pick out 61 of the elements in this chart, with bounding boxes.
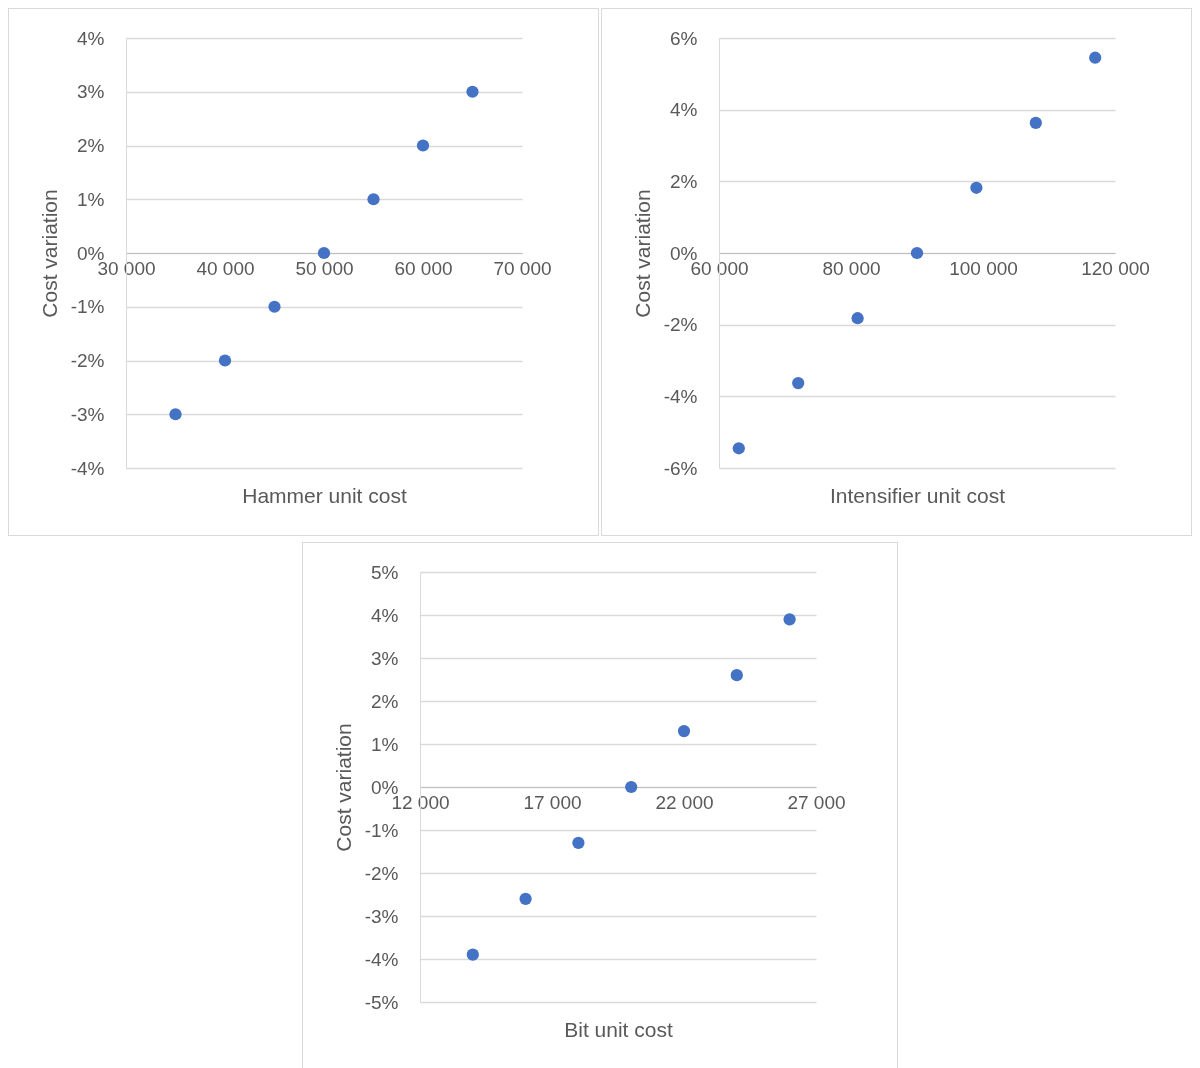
y-tick-label: -1%: [364, 819, 399, 841]
y-tick-label: 1%: [77, 188, 105, 210]
point: [910, 246, 924, 260]
y-tick-label: 2%: [371, 690, 399, 712]
y-tick-label: 3%: [77, 81, 105, 103]
y-tick-label: 4%: [670, 99, 698, 121]
y-tick-label: -3%: [70, 403, 105, 425]
x-tick-label: 50 000: [295, 257, 354, 279]
point: [218, 354, 232, 367]
y-tick-label: -2%: [70, 350, 105, 371]
point: [783, 613, 796, 626]
point: [792, 376, 805, 390]
x-tick-label: 120 000: [1081, 257, 1150, 279]
point: [367, 193, 380, 206]
y-tick-label: 5%: [371, 561, 399, 583]
y-tick-label: 6%: [670, 27, 698, 49]
y-tick-label: 1%: [371, 733, 399, 755]
point: [851, 312, 864, 325]
point: [677, 724, 691, 738]
point: [732, 442, 745, 455]
y-tick-label: -3%: [364, 905, 399, 927]
point: [416, 139, 430, 152]
point: [572, 836, 585, 850]
y-tick-label: 4%: [77, 27, 105, 49]
x-tick-label: 70 000: [493, 257, 552, 279]
x-tick-label: 17 000: [523, 791, 582, 813]
x-tick-label: 60 000: [394, 257, 453, 279]
x-tick-label: 27 000: [787, 791, 846, 813]
point: [169, 408, 182, 421]
point: [317, 246, 331, 260]
x-tick-label: 100 000: [949, 257, 1018, 279]
y-tick-label: -4%: [70, 457, 105, 479]
y-axis-title: Cost variation: [37, 189, 61, 318]
y-tick-label: -2%: [364, 862, 399, 884]
y-tick-label: -4%: [364, 948, 399, 970]
x-tick-label: 40 000: [196, 257, 255, 279]
point: [519, 892, 532, 905]
y-tick-label: -2%: [663, 314, 698, 336]
point: [268, 300, 281, 313]
x-tick-label: 80 000: [822, 257, 881, 279]
y-tick-label: 2%: [670, 170, 698, 192]
x-axis-title: Hammer unit cost: [242, 483, 407, 507]
x-tick-label: 22 000: [655, 791, 714, 813]
y-tick-label: -5%: [364, 991, 399, 1013]
y-tick-label: 4%: [371, 604, 399, 626]
point: [466, 948, 479, 961]
x-axis-title: Intensifier unit cost: [829, 483, 1006, 507]
y-tick-label: 3%: [371, 647, 399, 669]
y-tick-label: -6%: [663, 457, 698, 479]
point: [1029, 116, 1042, 130]
x-axis-title: Bit unit cost: [564, 1017, 673, 1041]
y-tick-label: -4%: [663, 385, 698, 407]
point: [1089, 51, 1102, 64]
y-axis-title: Cost variation: [331, 723, 355, 852]
point: [730, 669, 743, 682]
point: [970, 181, 983, 194]
point: [625, 780, 638, 794]
point: [466, 85, 479, 98]
y-tick-label: 2%: [77, 135, 105, 156]
y-tick-label: -1%: [70, 296, 105, 318]
y-axis-title: Cost variation: [630, 189, 654, 318]
